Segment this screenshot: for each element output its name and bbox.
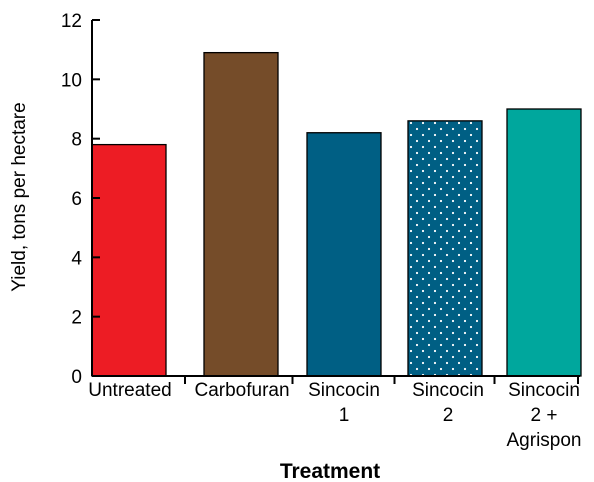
x-tick-labels-group: Untreated Carbofuran Sincocin 1 Sincocin 2 Sin… [88,380,581,451]
x-tick-label: Carbofuran [194,380,289,401]
y-tick-label: 6 [71,189,82,210]
bar-carbofuran [203,51,279,377]
y-axis-label: Yield, tons per hectare [9,102,30,291]
y-tick-label: 2 [71,308,82,329]
y-tick-label: 12 [61,11,82,32]
bar-sincocin-1 [306,132,382,377]
y-tick-label: 0 [71,367,82,388]
bar-untreated [91,143,167,377]
x-tick-label: Sincocin [508,380,580,401]
x-tick-label: 1 [339,405,350,426]
x-axis-label: Treatment [280,460,380,482]
x-tick-label: Untreated [88,380,171,401]
x-tick-label: Sincocin [412,380,484,401]
x-tick-label: Agrispon [507,430,582,451]
x-tick-label: 2 [443,405,454,426]
x-tick-label: 2 + [531,405,558,426]
bars-group [91,51,582,377]
y-tick-label: 10 [61,70,82,91]
y-tick-label: 8 [71,130,82,151]
y-tick-label: 4 [71,248,82,269]
x-tick-label: Sincocin [308,380,380,401]
bar-sincocin-2 [407,120,483,377]
y-ticks-group: 0 2 4 6 8 10 12 [61,11,100,388]
bar-sincocin-2-agrispon [506,108,582,377]
